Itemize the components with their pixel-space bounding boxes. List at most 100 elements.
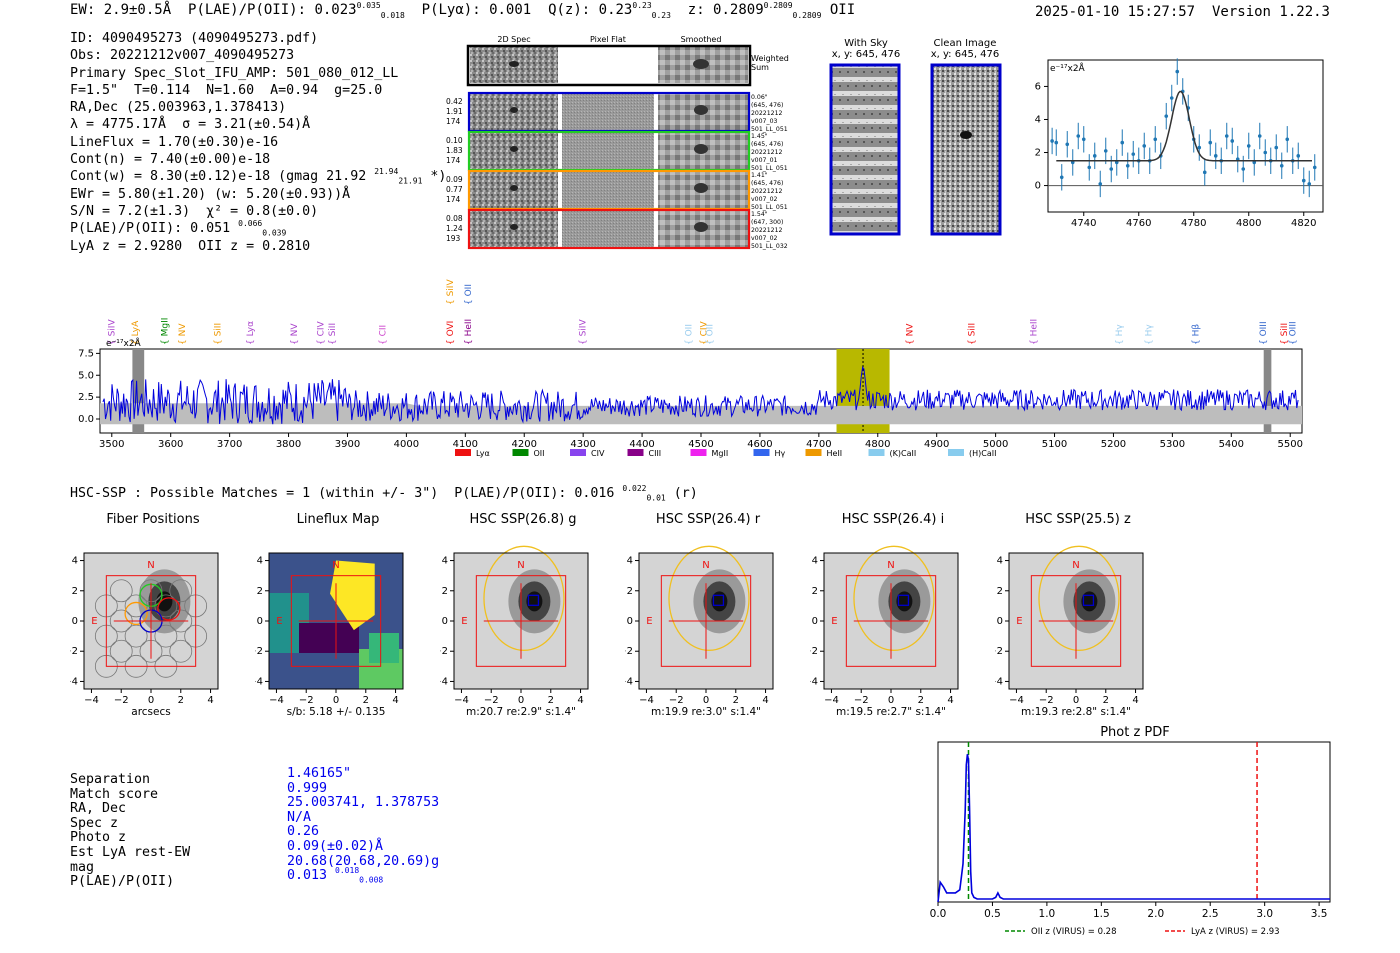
spectrum-legend-swatch <box>753 449 770 456</box>
east-label: E <box>646 616 652 627</box>
search-box <box>845 575 937 667</box>
cutout-right-label: 20221212 <box>751 188 783 195</box>
spectrum-xtick-label: 4000 <box>394 439 419 450</box>
spectrum-legend-swatch <box>805 449 822 456</box>
header-q-hi: 0.23 <box>632 1 652 10</box>
search-box <box>290 575 382 667</box>
photz-plot-area <box>937 741 1331 903</box>
cutout-source-blob <box>510 107 518 113</box>
spectrum-legend-swatch <box>512 449 529 456</box>
spectrum-line-marker: { OVI <box>446 321 456 345</box>
match-label-photoz: Photo z <box>70 830 127 846</box>
fit-point <box>1285 137 1290 142</box>
spectrum-legend-swatch <box>690 449 707 456</box>
catalog-box <box>527 594 540 606</box>
panel-xtick-label: −4 <box>84 695 99 706</box>
search-box <box>475 575 567 667</box>
fit-point <box>1050 139 1054 143</box>
match-label-plae: P(LAE)/P(OII) <box>70 874 175 890</box>
panel-ytick-label: −2 <box>625 646 633 657</box>
fit-point <box>1120 140 1125 145</box>
cutout-right-label: (645, 476) <box>751 102 783 109</box>
spectrum-line-marker: { OII <box>705 324 715 345</box>
header-line: EW: 2.9±0.5Å P(LAE)/P(OII): 0.0230.0350.… <box>70 2 855 20</box>
spectrum-xtick-label: 4100 <box>453 439 478 450</box>
panel-title: HSC SSP(25.5) z <box>1025 512 1131 527</box>
cutout-source-blob <box>510 185 518 191</box>
spectrum-xtick-label: 5300 <box>1160 439 1185 450</box>
match-value-score: 0.999 <box>287 780 328 796</box>
spectrum-legend-label: Hγ <box>775 449 786 458</box>
panel-xtick-label: 0 <box>1073 695 1079 706</box>
panel-title: HSC SSP(26.8) g <box>469 512 577 527</box>
info-lyaz: LyA z = 2.9280 OII z = 0.2810 <box>70 238 311 254</box>
panel-xtick-label: −4 <box>1009 695 1024 706</box>
spectrum-xtick-label: 4300 <box>570 439 595 450</box>
header-plae-lo: 0.018 <box>380 10 405 20</box>
panel-ytick-label: −4 <box>810 676 818 687</box>
match-value-plae-text: 0.013 <box>287 868 328 884</box>
photz-legend-label: LyA z (VIRUS) = 2.93 <box>1191 927 1280 937</box>
info-contn: Cont(n) = 7.40(±0.00)e-18 <box>70 152 271 168</box>
hsc-summary-text: HSC-SSP : Possible Matches = 1 (within +… <box>70 486 615 501</box>
spectrum-line-marker: { OIII <box>1259 321 1269 345</box>
panel-ytick-label: 4 <box>257 556 263 567</box>
panel-xtick-label: −4 <box>454 695 469 706</box>
fiber-circle <box>169 639 193 663</box>
spectrum-ytick-label: 2.5 <box>78 392 94 403</box>
cutout-left-label: 0.08 <box>446 214 463 223</box>
photz-curve <box>937 754 1330 903</box>
cutout-row-frame <box>467 208 751 250</box>
cutout-left-label: 193 <box>446 234 461 243</box>
panel-xtick-label: 2 <box>1103 695 1109 706</box>
flux-map-region <box>369 633 399 663</box>
spectrum-legend-label: CIII <box>649 449 662 458</box>
weighted-frame <box>466 44 752 87</box>
fit-point <box>1279 163 1284 168</box>
fit-plot-area <box>1047 59 1324 213</box>
spectrum-line-marker: { SiII <box>1280 323 1290 345</box>
photz-xtick-label: 2.0 <box>1147 908 1164 920</box>
panel-xtick-label: 4 <box>762 695 768 706</box>
catalog-box <box>897 594 910 606</box>
weighted-pixelflat <box>560 47 656 83</box>
photz-xtick-label: 2.5 <box>1202 908 1219 920</box>
spectrum-line-marker: { SiIV <box>107 319 117 345</box>
fit-point <box>1131 152 1136 156</box>
fit-point <box>1235 157 1240 161</box>
spectrum-chart: { SiIV{ OII { SiIV{ LyA{ MgII{ NV{ SiII{… <box>78 279 1303 458</box>
cutout-smoothed-blob <box>694 183 708 193</box>
fit-point <box>1224 134 1229 138</box>
timestamp: 2025-01-10 15:27:57 <box>1034 4 1196 20</box>
info-plae-hi: 0.066 <box>238 219 263 229</box>
panel-ytick-label: −2 <box>255 646 263 657</box>
spectrum-upper-marker: { OII <box>464 284 474 305</box>
header-ew: EW: 2.9±0.5Å <box>70 2 172 18</box>
spectrum-xtick-label: 5200 <box>1101 439 1126 450</box>
hsc-summary-hi: 0.022 <box>622 484 647 493</box>
fit-point <box>1054 140 1059 145</box>
cutout-pixelflat <box>562 94 654 130</box>
col-title-2dspec: 2D Spec <box>497 35 530 44</box>
photz-xtick-label: 3.0 <box>1256 908 1273 920</box>
photz-xtick-label: 0.5 <box>984 908 1001 920</box>
with-sky-title: With Sky x, y: 645, 476 <box>830 38 902 60</box>
cutout-right-label: 501_LL_032 <box>751 243 788 250</box>
spectrum-line-marker: { SiII <box>328 323 338 345</box>
panel-ytick-label: 2 <box>812 586 818 597</box>
aperture-ellipse <box>1038 545 1120 651</box>
match-label-mag: mag <box>70 859 95 875</box>
spectrum-line-marker: { HeII <box>1029 319 1039 345</box>
panel-caption-1: m:19.5 re:2.7" s:1.4" <box>836 706 946 717</box>
fit-point <box>1087 165 1092 170</box>
fit-point <box>1197 145 1202 150</box>
info-contw-hi: 21.94 <box>374 167 399 177</box>
cutout-right-label: v007_01 <box>751 157 778 164</box>
fit-point <box>1092 154 1097 158</box>
cutout-left-label: 0.42 <box>446 97 463 106</box>
cutout-right-label: 501_LL_051 <box>751 165 788 172</box>
spectrum-legend-swatch <box>455 449 471 456</box>
fit-point <box>1307 182 1312 186</box>
